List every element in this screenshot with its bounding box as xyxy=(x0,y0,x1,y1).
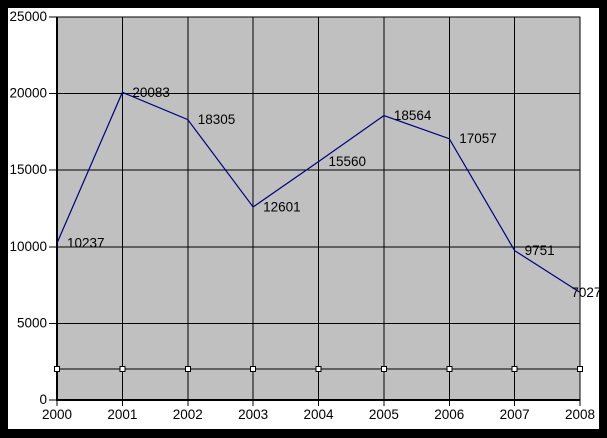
x-tick-label: 2002 xyxy=(173,407,203,422)
y-tick-label: 20000 xyxy=(9,86,47,101)
y-tick-label: 0 xyxy=(39,392,47,407)
series-2-marker[interactable] xyxy=(577,366,583,372)
series-2-marker[interactable] xyxy=(250,366,257,372)
data-label: 18305 xyxy=(198,112,236,127)
data-label: 10237 xyxy=(67,236,105,251)
series-2-marker[interactable] xyxy=(446,366,453,372)
x-tick-label: 2008 xyxy=(565,407,595,422)
series-2-marker[interactable] xyxy=(184,366,191,372)
data-label: 9751 xyxy=(525,243,555,258)
data-label: 7027 xyxy=(571,285,601,300)
y-tick-label: 25000 xyxy=(9,9,47,24)
x-tick-label: 2005 xyxy=(369,407,399,422)
data-label: 17057 xyxy=(459,131,497,146)
data-label: 18564 xyxy=(394,108,432,123)
series-2-marker[interactable] xyxy=(119,366,126,372)
x-tick-label: 2001 xyxy=(107,407,137,422)
data-label: 20083 xyxy=(132,85,170,100)
y-tick-label: 15000 xyxy=(9,162,47,177)
series-1-line[interactable] xyxy=(56,91,581,293)
x-tick-label: 2004 xyxy=(303,407,334,422)
series-2-marker[interactable] xyxy=(54,366,60,372)
x-tick-label: 2006 xyxy=(434,407,464,422)
series-2-marker[interactable] xyxy=(380,366,387,372)
x-tick-label: 2003 xyxy=(238,407,268,422)
y-tick-label: 10000 xyxy=(9,239,47,254)
data-label: 15560 xyxy=(329,154,367,169)
series-2-marker[interactable] xyxy=(315,366,322,372)
series-2-marker[interactable] xyxy=(511,366,518,372)
x-tick-label: 2000 xyxy=(42,407,72,422)
y-tick-label: 5000 xyxy=(17,315,47,330)
data-label: 12601 xyxy=(263,199,301,214)
x-tick-label: 2007 xyxy=(500,407,530,422)
